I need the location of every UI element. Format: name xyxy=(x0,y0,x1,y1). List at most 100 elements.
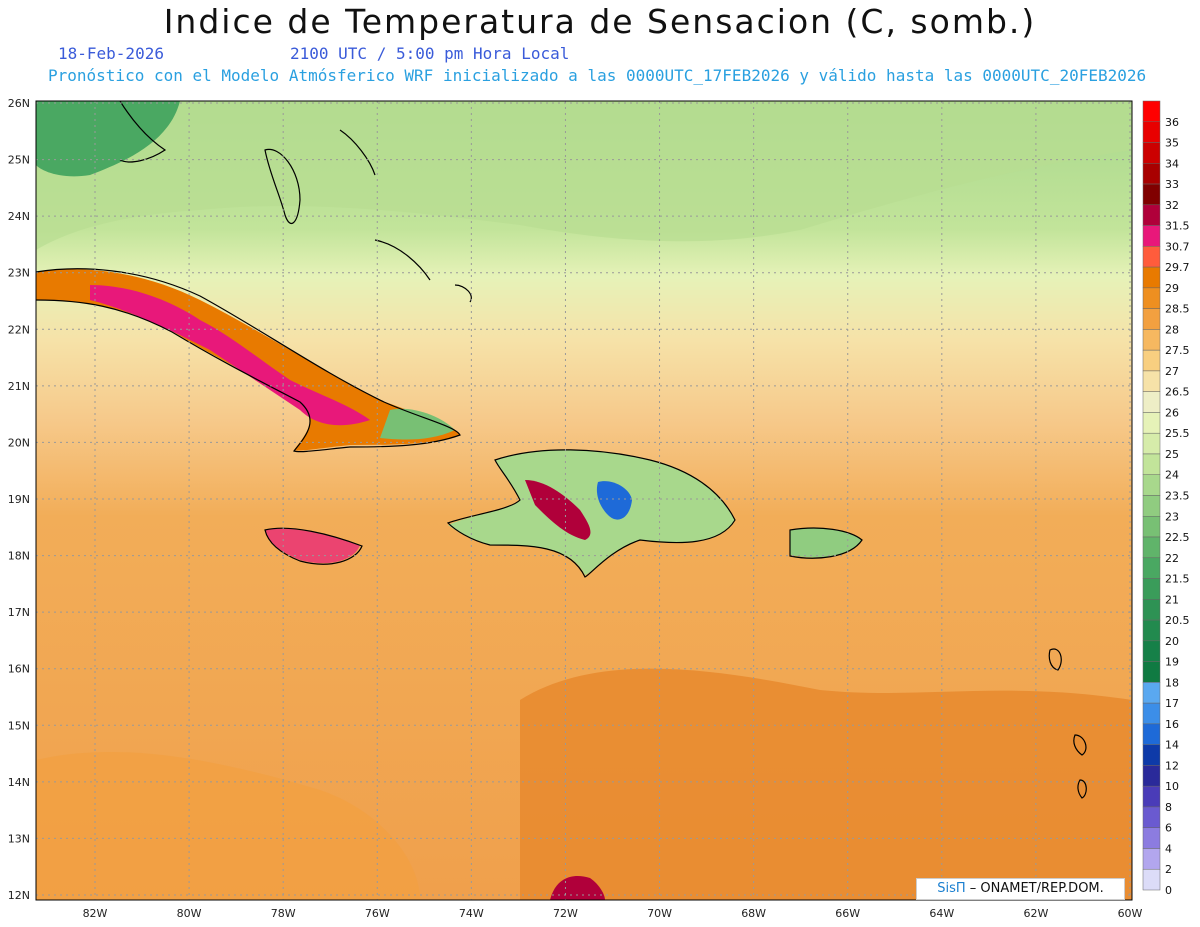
legend-swatch xyxy=(1142,557,1161,579)
legend-label: 24 xyxy=(1165,469,1179,482)
legend-swatch xyxy=(1142,744,1161,766)
southwest-warm-zone xyxy=(36,751,420,900)
legend-swatch xyxy=(1142,785,1161,808)
hispaniola-heat xyxy=(448,449,735,575)
lat-label: 23N xyxy=(8,267,30,280)
legend-label: 19 xyxy=(1165,656,1179,669)
legend-swatch xyxy=(1142,142,1161,164)
legend-label: 4 xyxy=(1165,842,1172,855)
lat-label: 24N xyxy=(8,210,30,223)
legend-swatch xyxy=(1142,412,1161,434)
legend-label: 22 xyxy=(1165,552,1179,565)
lon-label: 74W xyxy=(459,907,484,920)
legend-swatches xyxy=(1142,100,1161,891)
legend-label: 21 xyxy=(1165,593,1179,606)
legend-label: 17 xyxy=(1165,697,1179,710)
dr-cool-peak xyxy=(596,481,632,520)
legend-swatch xyxy=(1142,702,1161,725)
venezuela-heat xyxy=(550,876,605,900)
lat-label: 15N xyxy=(8,719,30,732)
lon-label: 68W xyxy=(741,907,766,920)
legend-swatch xyxy=(1142,599,1161,621)
lat-label: 13N xyxy=(8,832,30,845)
legend-swatch xyxy=(1142,682,1161,704)
legend-label: 32 xyxy=(1165,199,1179,212)
legend-label: 20 xyxy=(1165,635,1179,648)
lat-label: 17N xyxy=(8,606,30,619)
puerto-rico-coast xyxy=(789,527,863,559)
lat-label: 14N xyxy=(8,776,30,789)
legend-swatch xyxy=(1142,578,1161,600)
lon-label: 82W xyxy=(83,907,108,920)
lat-label: 16N xyxy=(8,663,30,676)
lon-label: 70W xyxy=(647,907,672,920)
legend-label: 2 xyxy=(1165,863,1172,876)
coastlines xyxy=(36,101,1087,799)
legend-label: 16 xyxy=(1165,718,1179,731)
legend-swatch xyxy=(1142,391,1161,413)
cuba-east-green xyxy=(380,408,455,440)
lon-label: 62W xyxy=(1023,907,1048,920)
legend-label: 21.5 xyxy=(1165,573,1190,586)
legend-label: 29 xyxy=(1165,282,1179,295)
legend-swatch xyxy=(1142,765,1161,787)
lat-label: 22N xyxy=(8,323,30,336)
lat-label: 12N xyxy=(8,889,30,902)
legend-swatch xyxy=(1142,246,1161,268)
legend-label: 34 xyxy=(1165,157,1179,170)
lesser-antilles xyxy=(1048,648,1087,799)
lat-label: 20N xyxy=(8,436,30,449)
legend-label: 6 xyxy=(1165,822,1172,835)
lat-label: 26N xyxy=(8,97,30,110)
legend-label: 29.7 xyxy=(1165,261,1190,274)
puerto-rico-heat xyxy=(790,528,862,558)
lon-label: 64W xyxy=(929,907,954,920)
legend-swatch xyxy=(1142,495,1161,517)
legend-swatch xyxy=(1142,474,1161,496)
sispi-logo: SisΠ xyxy=(937,881,966,896)
legend-label: 26 xyxy=(1165,406,1179,419)
lon-label: 78W xyxy=(271,907,296,920)
cuba-hot-core xyxy=(90,285,370,426)
legend-swatch xyxy=(1142,432,1161,455)
legend-label: 28.5 xyxy=(1165,303,1190,316)
graticule xyxy=(36,101,1132,900)
credit-text: – ONAMET/REP.DOM. xyxy=(965,881,1104,896)
legend-label: 28 xyxy=(1165,323,1179,336)
legend-swatch xyxy=(1142,516,1161,538)
north-cool-zone xyxy=(36,101,1132,250)
lon-label: 72W xyxy=(553,907,578,920)
legend-label: 12 xyxy=(1165,759,1179,772)
bahamas xyxy=(264,129,472,303)
legend-label: 22.5 xyxy=(1165,531,1190,544)
legend-swatch xyxy=(1142,370,1161,392)
lat-label: 21N xyxy=(8,380,30,393)
legend-swatch xyxy=(1142,723,1161,745)
florida-coast xyxy=(119,101,167,163)
lon-label: 76W xyxy=(365,907,390,920)
longitude-labels: 82W 80W 78W 76W 74W 72W 70W 68W 66W 64W 62W 60W xyxy=(83,907,1143,920)
lat-label: 19N xyxy=(8,493,30,506)
legend-label: 14 xyxy=(1165,739,1179,752)
legend-swatch xyxy=(1142,349,1161,372)
cuba-coast xyxy=(36,268,461,453)
legend-swatch xyxy=(1142,619,1161,642)
legend-swatch xyxy=(1142,806,1161,828)
legend-swatch xyxy=(1142,163,1161,185)
credit-badge: SisΠ – ONAMET/REP.DOM. xyxy=(916,878,1125,900)
latitude-labels: 26N 25N 24N 23N 22N 21N 20N 19N 18N 17N 16N 15N 14N 1… xyxy=(8,97,30,902)
legend-label: 27.5 xyxy=(1165,344,1190,357)
legend-labels: 363534333231.530.729.72928.52827.52726.5… xyxy=(1165,116,1190,897)
legend-label: 0 xyxy=(1165,884,1172,897)
legend-swatch xyxy=(1142,183,1161,206)
lat-label: 18N xyxy=(8,550,30,563)
valid-date: 18-Feb-2026 xyxy=(58,44,164,63)
legend-swatch xyxy=(1142,100,1161,123)
valid-time: 2100 UTC / 5:00 pm Hora Local xyxy=(290,44,570,63)
legend-swatch xyxy=(1142,827,1161,849)
legend-swatch xyxy=(1142,121,1161,143)
hispaniola-hot xyxy=(525,480,591,540)
florida-cool-zone xyxy=(36,101,180,177)
legend-swatch xyxy=(1142,848,1161,870)
